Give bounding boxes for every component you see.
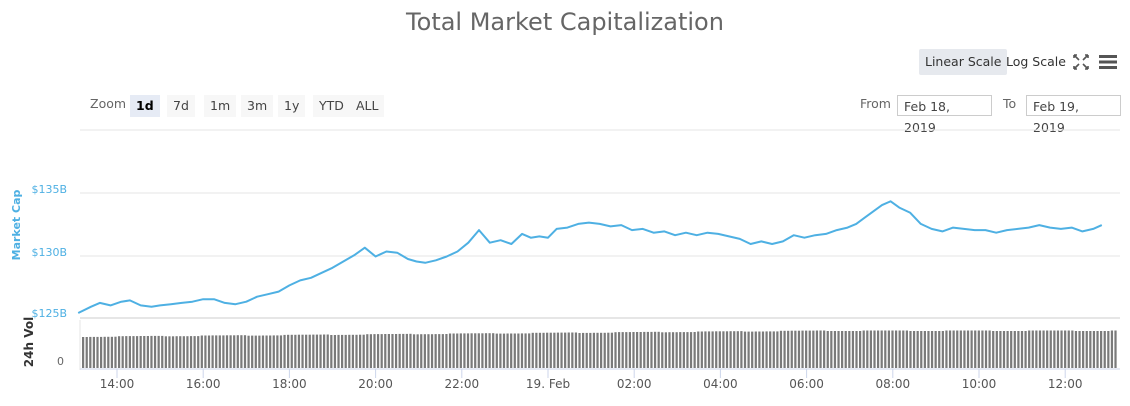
xtick-label: 06:00 [789, 377, 824, 391]
xtick-label: 18:00 [272, 377, 307, 391]
range-3m-button[interactable]: 3m [241, 95, 274, 117]
market-cap-line[interactable] [77, 200, 1103, 314]
range-ytd-button[interactable]: YTD [313, 95, 350, 117]
log-scale-button[interactable]: Log Scale [1006, 54, 1066, 69]
linear-scale-button[interactable]: Linear Scale [919, 49, 1008, 75]
ytick-125b: $125B [31, 307, 67, 320]
range-1y-button[interactable]: 1y [278, 95, 306, 117]
volume-bars [82, 330, 1117, 368]
ytick-135b: $135B [31, 183, 67, 196]
to-label: To [1003, 96, 1017, 111]
range-7d-button[interactable]: 7d [167, 95, 195, 117]
xtick-label: 16:00 [186, 377, 221, 391]
xtick-label: 19. Feb [526, 377, 570, 391]
xtick-label: 20:00 [358, 377, 393, 391]
xtick-label: 02:00 [617, 377, 652, 391]
xtick-label: 14:00 [100, 377, 135, 391]
range-1m-button[interactable]: 1m [204, 95, 237, 117]
xtick-label: 12:00 [1048, 377, 1083, 391]
x-axis-ticks: 14:00 16:00 18:00 20:00 22:00 19. Feb 02:00 04:… [100, 369, 1083, 391]
to-date-input[interactable]: Feb 19, 2019 [1026, 95, 1121, 135]
from-label: From [860, 96, 891, 111]
fullscreen-icon[interactable] [1072, 53, 1090, 71]
chart-title: Total Market Capitalization [406, 8, 724, 36]
zoom-label: Zoom [90, 96, 127, 111]
from-date-input[interactable]: Feb 18, 2019 [897, 95, 992, 135]
ytick-vol-0: 0 [57, 355, 64, 368]
xtick-label: 10:00 [962, 377, 997, 391]
range-1d-button[interactable]: 1d [130, 95, 160, 117]
hamburger-menu-icon[interactable] [1099, 54, 1117, 70]
xtick-label: 04:00 [703, 377, 738, 391]
y-axis-label-market-cap: Market Cap [10, 190, 23, 261]
range-all-button[interactable]: ALL [350, 95, 385, 117]
xtick-label: 22:00 [445, 377, 480, 391]
xtick-label: 08:00 [876, 377, 911, 391]
y-axis-label-24h-vol: 24h Vol [22, 317, 36, 367]
ytick-130b: $130B [31, 246, 67, 259]
